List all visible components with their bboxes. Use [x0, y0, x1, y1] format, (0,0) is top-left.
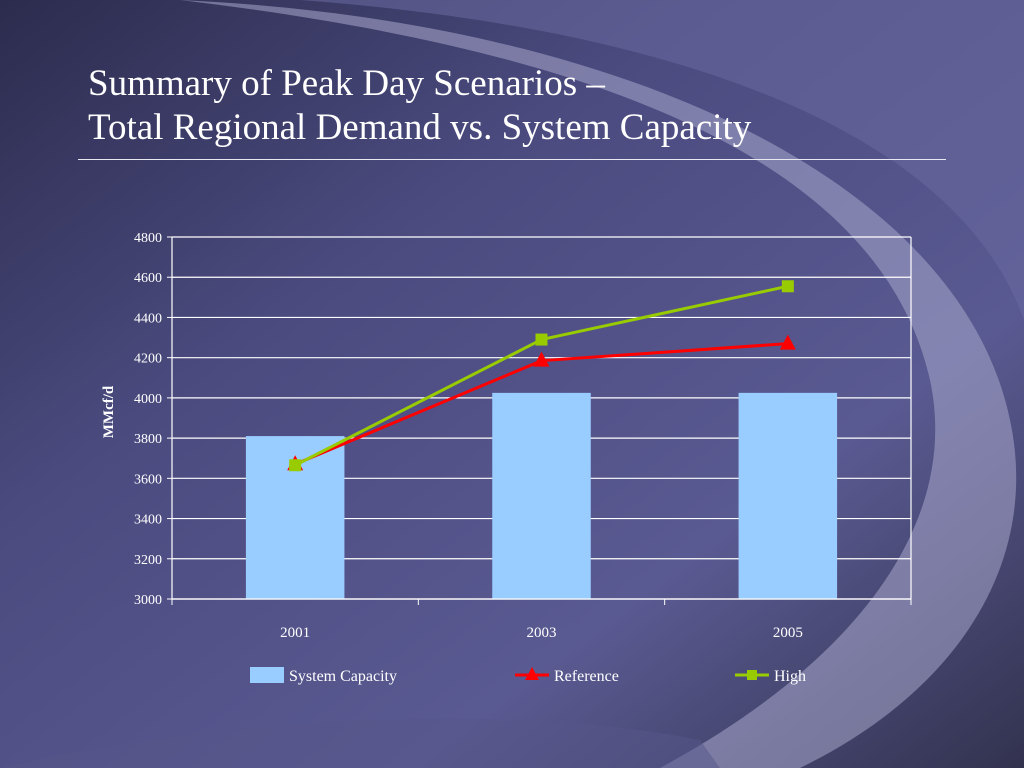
- y-tick-label: 3800: [134, 432, 162, 447]
- x-tick-label-2001: 2001: [280, 625, 310, 641]
- legend-marker-reference: [525, 667, 539, 680]
- axes: [171, 237, 912, 605]
- y-tick-label: 3400: [134, 513, 162, 528]
- slide-title-line1: Summary of Peak Day Scenarios –: [88, 63, 605, 104]
- y-tick-label: 3200: [134, 553, 162, 568]
- swoosh-lower: [0, 718, 720, 768]
- series-lines: [287, 280, 796, 472]
- legend-label-reference: Reference: [554, 668, 619, 685]
- marker-reference-2003: [533, 351, 550, 367]
- y-tick-label: 4800: [134, 231, 162, 246]
- legend-marker-high: [747, 670, 757, 680]
- swoosh-large: [0, 0, 1024, 320]
- legend-swatch-system-capacity: [250, 667, 284, 683]
- y-tick-label: 3600: [134, 472, 162, 487]
- bar-system-capacity-2003: [492, 392, 591, 599]
- legend-label-system-capacity: System Capacity: [289, 668, 397, 685]
- marker-high-2001: [289, 459, 302, 472]
- y-tick-label: 4200: [134, 352, 162, 367]
- slide-title: Summary of Peak Day Scenarios – Total Re…: [88, 62, 751, 150]
- x-tick-label-2003: 2003: [527, 625, 557, 641]
- slide-title-line2: Total Regional Demand vs. System Capacit…: [88, 107, 752, 148]
- swoosh-arc: [180, 0, 1017, 768]
- bar-system-capacity-2005: [738, 392, 838, 599]
- y-tick-label: 4000: [134, 392, 162, 407]
- marker-high-2003: [535, 333, 548, 346]
- x-tick-labels: 2001 2003 2005: [280, 625, 803, 641]
- y-tick-label: 4400: [134, 311, 162, 326]
- bars: [245, 392, 838, 599]
- title-divider: [78, 159, 946, 160]
- y-axis-label: MMcf/d: [101, 385, 117, 438]
- legend-label-high: High: [774, 668, 806, 685]
- y-tick-label: 4600: [134, 271, 162, 286]
- legend: System Capacity Reference High: [250, 667, 806, 685]
- marker-high-2005: [781, 280, 794, 293]
- y-tick-label: 3000: [134, 593, 162, 608]
- y-tick-labels: 3000 3200 3400 3600 3800 4000 4200 4400 4600 4800: [134, 231, 162, 608]
- x-tick-label-2005: 2005: [773, 625, 803, 641]
- marker-reference-2005: [779, 334, 796, 350]
